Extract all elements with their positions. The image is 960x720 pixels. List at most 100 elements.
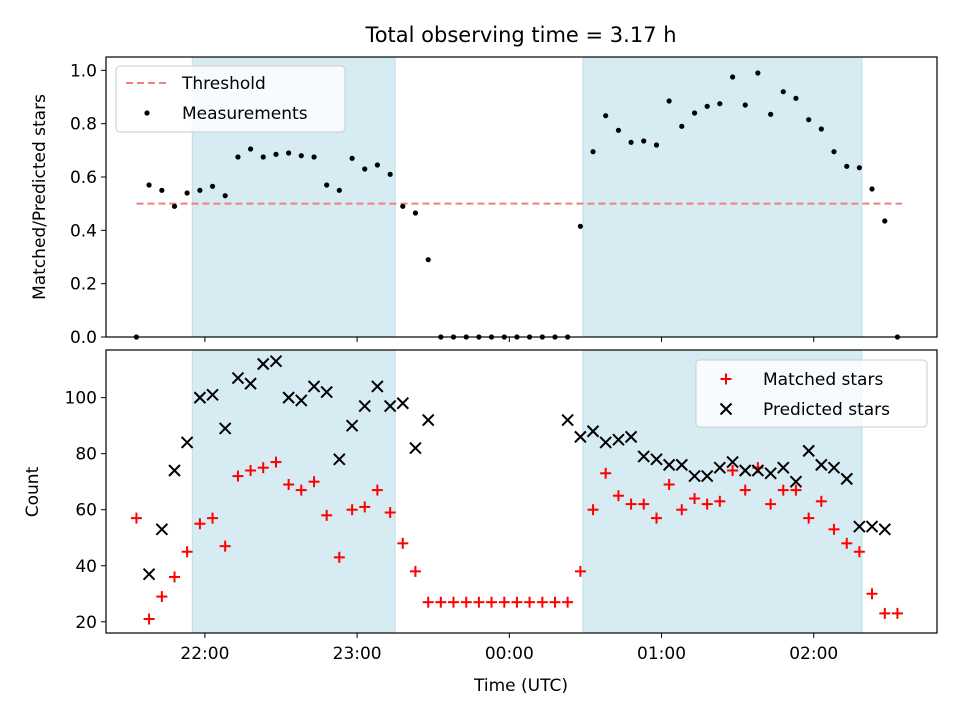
matched-star-point	[473, 596, 485, 608]
matched-star-point	[460, 596, 472, 608]
matched-star-point	[549, 596, 561, 608]
top-ytick-label: 1.0	[70, 61, 97, 81]
measurement-point	[856, 165, 862, 171]
matched-star-point	[207, 512, 219, 524]
top-ylabel: Matched/Predicted stars	[30, 94, 50, 300]
bottom-ylabel: Count	[23, 466, 43, 517]
matched-star-point	[409, 565, 421, 577]
bottom-xtick-label: 00:00	[485, 644, 534, 664]
measurement-point	[641, 138, 647, 144]
bottom-shaded-region-1	[191, 349, 396, 634]
predicted-star-point	[878, 523, 892, 536]
predicted-star-point	[662, 458, 676, 472]
bottom-xtick-label: 22:00	[180, 644, 229, 664]
matched-star-point	[638, 498, 650, 510]
legend-predicted-marker	[719, 402, 733, 416]
legend-threshold-label: Threshold	[181, 74, 266, 94]
predicted-star-point	[409, 441, 422, 455]
measurement-point	[653, 142, 660, 148]
measurement-point	[362, 166, 368, 172]
measurement-point	[806, 117, 812, 123]
matched-star-point	[511, 596, 523, 608]
matched-star-point	[853, 546, 865, 558]
measurement-point	[311, 154, 317, 160]
matched-star-point	[828, 523, 840, 535]
predicted-star-point	[206, 388, 219, 402]
measurement-point	[273, 151, 279, 157]
predicted-star-point	[700, 469, 714, 483]
matched-star-point	[701, 498, 713, 510]
measurement-point	[286, 150, 292, 156]
bottom-ytick-label: 40	[75, 557, 97, 577]
matched-star-point	[168, 571, 180, 583]
predicted-star-point	[193, 391, 207, 404]
matched-star-point	[143, 613, 155, 625]
matched-star-point	[422, 596, 434, 608]
measurement-point	[412, 210, 419, 216]
predicted-star-point	[688, 469, 701, 483]
predicted-star-point	[612, 433, 625, 446]
chart-title: Total observing time = 3.17 h	[364, 23, 676, 47]
matched-star-point	[232, 470, 244, 482]
matched-star-point	[714, 495, 726, 507]
predicted-star-point	[624, 430, 638, 444]
predicted-star-point	[802, 444, 815, 458]
predicted-star-point	[333, 453, 346, 466]
measurement-point	[768, 111, 774, 117]
measurement-point	[590, 149, 596, 155]
matched-star-point	[283, 478, 295, 490]
matched-star-point	[650, 512, 662, 524]
measurement-point	[844, 163, 850, 169]
predicted-star-point	[599, 436, 612, 449]
predicted-star-point	[396, 397, 409, 410]
measurement-point	[159, 187, 165, 193]
bottom-ytick-label: 20	[75, 613, 97, 633]
measurement-point	[679, 123, 685, 129]
predicted-star-point	[155, 523, 169, 536]
predicted-star-point	[358, 399, 371, 413]
matched-star-point	[194, 518, 206, 530]
measurement-point	[298, 153, 304, 159]
predicted-star-point	[180, 436, 194, 449]
predicted-star-point	[586, 425, 600, 438]
measurement-point	[197, 187, 203, 193]
measurement-point	[235, 154, 241, 160]
predicted-star-point	[827, 461, 841, 474]
predicted-star-point	[574, 430, 587, 444]
measurement-point	[615, 127, 622, 133]
top-ytick-label: 0.4	[70, 221, 97, 241]
matched-star-point	[562, 596, 574, 608]
predicted-star-point	[713, 461, 727, 474]
top-legend: Threshold Measurements	[115, 65, 346, 133]
predicted-star-point	[168, 464, 181, 477]
matched-star-point	[625, 498, 637, 510]
measurement-point	[349, 155, 355, 161]
measurement-point	[755, 70, 761, 76]
top-ytick-label: 0.8	[70, 115, 97, 135]
bottom-legend-box	[695, 359, 928, 428]
matched-star-point	[245, 464, 257, 476]
legend-measurements-label: Measurements	[182, 104, 308, 124]
measurement-point	[793, 95, 799, 101]
measurement-point	[882, 218, 888, 224]
measurement-point	[222, 193, 228, 199]
measurement-point	[400, 203, 406, 209]
legend-matched-plus	[720, 373, 732, 385]
matched-star-point	[346, 504, 358, 516]
top-ytick-label: 0.6	[70, 168, 97, 188]
measurement-point	[628, 139, 634, 145]
measurement-point	[336, 187, 342, 193]
measurement-point	[260, 154, 266, 160]
legend-matched-marker	[720, 373, 732, 385]
matched-star-point	[219, 540, 231, 552]
bottom-ytick-label: 60	[75, 501, 97, 521]
measurement-point	[374, 162, 380, 168]
predicted-star-point	[282, 391, 295, 404]
bottom-plot: 20 40 60 80 100 22:00 23:00 00:00 01:00 02:00 Co…	[23, 349, 938, 696]
matched-star-point	[257, 462, 269, 474]
measurement-point	[171, 203, 178, 209]
predicted-star-point	[675, 458, 688, 472]
matched-star-point	[333, 551, 345, 563]
predicted-star-point	[307, 380, 321, 393]
matched-star-point	[587, 504, 599, 516]
